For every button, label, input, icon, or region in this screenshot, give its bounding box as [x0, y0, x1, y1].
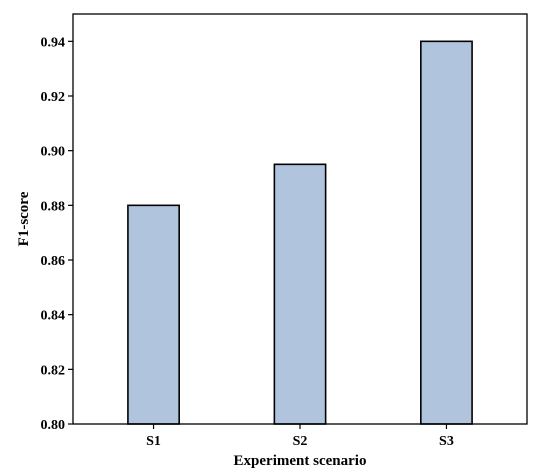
y-axis: 0.80 0.82 0.84 0.86 0.88 0.90 0.92 0.94: [41, 35, 73, 433]
x-axis: S1 S2 S3: [146, 424, 454, 449]
y-tick-label: 0.94: [41, 35, 66, 50]
y-tick-label: 0.90: [41, 145, 66, 160]
x-tick-label-s3: S3: [439, 434, 454, 449]
x-tick-label-s1: S1: [146, 434, 161, 449]
bar-s1: [127, 204, 180, 425]
y-tick-label: 0.92: [41, 90, 66, 105]
bar-s3: [420, 40, 473, 425]
y-tick-label: 0.86: [41, 254, 66, 269]
bars-group: [127, 40, 473, 425]
x-axis-label: Experiment scenario: [234, 453, 367, 469]
y-tick-label: 0.80: [41, 418, 66, 433]
y-tick-label: 0.82: [41, 363, 66, 378]
bar-s2: [273, 163, 327, 425]
y-axis-label: F1-score: [16, 191, 32, 246]
y-tick-label: 0.88: [41, 199, 66, 214]
x-tick-label-s2: S2: [293, 434, 308, 449]
y-tick-label: 0.84: [41, 309, 66, 324]
